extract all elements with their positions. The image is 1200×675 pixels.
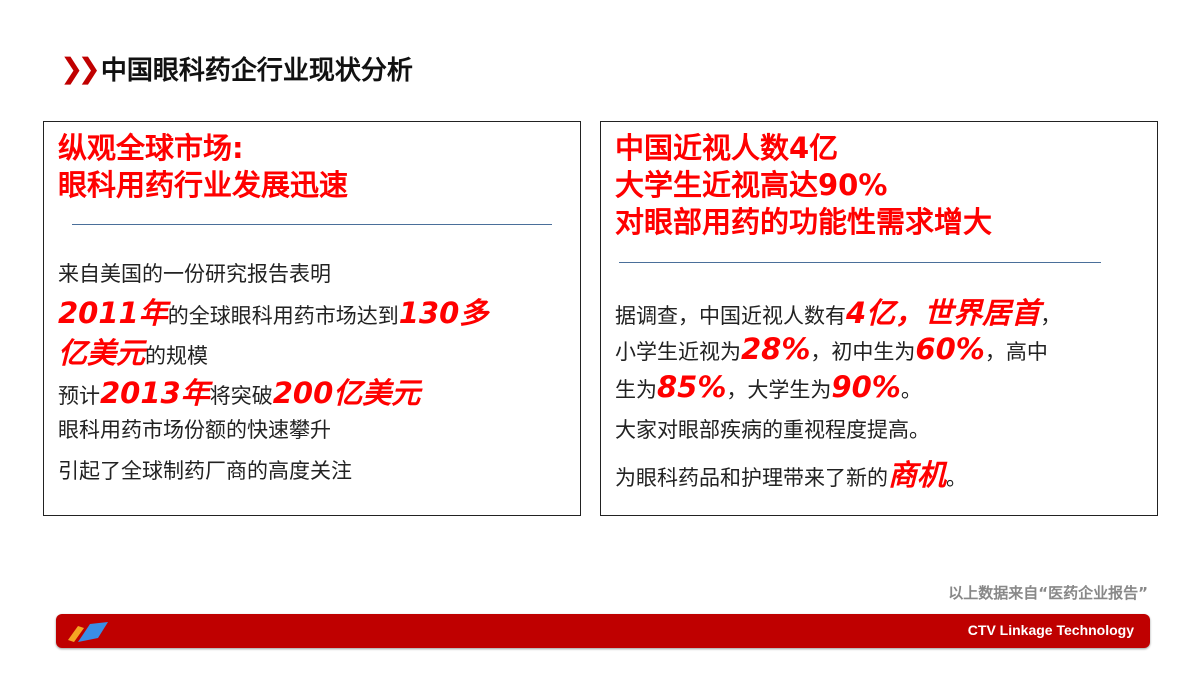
highlight-text: 90%: [831, 370, 901, 404]
body-line: 大家对眼部疾病的重视程度提高。: [615, 414, 930, 444]
highlight-text: 商机: [888, 458, 947, 492]
company-logo-icon: [68, 622, 108, 642]
body-text: 来自美国的一份研究报告表明: [58, 262, 331, 286]
body-text: 小学生近视为: [615, 340, 741, 364]
body-text: 生为: [615, 378, 657, 402]
highlight-text: 2013年: [100, 376, 210, 410]
highlight-text: 2011年: [58, 296, 168, 330]
body-line: 据调查，中国近视人数有4亿，世界居首，: [615, 290, 1061, 332]
heading-line: 眼科用药行业发展迅速: [58, 168, 349, 202]
body-text: 的规模: [145, 344, 209, 368]
page-title: ❯❯ 中国眼科药企行业现状分析: [60, 50, 413, 87]
divider: [619, 262, 1101, 263]
heading-line: 纵观全球市场:: [58, 131, 244, 165]
highlight-text: 4亿，世界居首: [846, 296, 1041, 330]
panel-heading: 中国近视人数4亿 大学生近视高达90% 对眼部用药的功能性需求增大: [615, 130, 992, 241]
body-text: 将突破: [209, 384, 273, 408]
body-text: 引起了全球制药厂商的高度关注: [58, 459, 352, 483]
body-line: 生为85%，大学生为90%。: [615, 370, 922, 404]
footer-bar: CTV Linkage Technology: [56, 614, 1150, 648]
divider: [72, 224, 552, 225]
body-text: ，: [1040, 304, 1062, 328]
body-line: 为眼科药品和护理带来了新的商机。: [615, 452, 967, 494]
body-line: 预计2013年将突破200亿美元: [58, 370, 420, 412]
china-myopia-panel: 中国近视人数4亿 大学生近视高达90% 对眼部用药的功能性需求增大 据调查，中国…: [600, 121, 1158, 516]
panel-heading: 纵观全球市场: 眼科用药行业发展迅速: [58, 130, 348, 204]
body-line: 亿美元的规模: [58, 330, 208, 372]
body-line: 2011年的全球眼科用药市场达到130多: [58, 290, 488, 332]
heading-line: 对眼部用药的功能性需求增大: [615, 205, 993, 239]
page-title-text: 中国眼科药企行业现状分析: [100, 56, 413, 86]
highlight-text: 85%: [657, 370, 727, 404]
body-text: 的全球眼科用药市场达到: [167, 304, 399, 328]
highlight-text: 亿美元: [58, 336, 146, 370]
body-line: 引起了全球制药厂商的高度关注: [58, 455, 352, 485]
body-line: 来自美国的一份研究报告表明: [58, 258, 331, 288]
body-text: 据调查，中国近视人数有: [615, 304, 846, 328]
body-text: 眼科用药市场份额的快速攀升: [58, 418, 331, 442]
highlight-text: 200亿美元: [272, 376, 421, 410]
body-text: 预计: [58, 384, 100, 408]
body-text: 。: [900, 378, 922, 402]
body-line: 小学生近视为28%，初中生为60%，高中: [615, 332, 1048, 366]
highlight-text: 130多: [398, 296, 489, 330]
body-text: 大家对眼部疾病的重视程度提高。: [615, 418, 930, 442]
body-text: 。: [946, 466, 968, 490]
highlight-text: 28%: [741, 332, 811, 366]
global-market-panel: 纵观全球市场: 眼科用药行业发展迅速 来自美国的一份研究报告表明 2011年的全球…: [43, 121, 581, 516]
source-note: 以上数据来自“医药企业报告”: [948, 584, 1148, 602]
body-text: ，初中生为: [810, 340, 916, 364]
body-text: ，高中: [984, 340, 1048, 364]
body-text: 为眼科药品和护理带来了新的: [615, 466, 888, 490]
highlight-text: 60%: [915, 332, 985, 366]
body-text: ，大学生为: [726, 378, 832, 402]
brand-name: CTV Linkage Technology: [967, 622, 1134, 638]
body-line: 眼科用药市场份额的快速攀升: [58, 414, 331, 444]
heading-line: 中国近视人数4亿: [615, 131, 839, 165]
heading-line: 大学生近视高达90%: [615, 168, 888, 202]
double-chevron-icon: ❯❯: [60, 52, 101, 85]
